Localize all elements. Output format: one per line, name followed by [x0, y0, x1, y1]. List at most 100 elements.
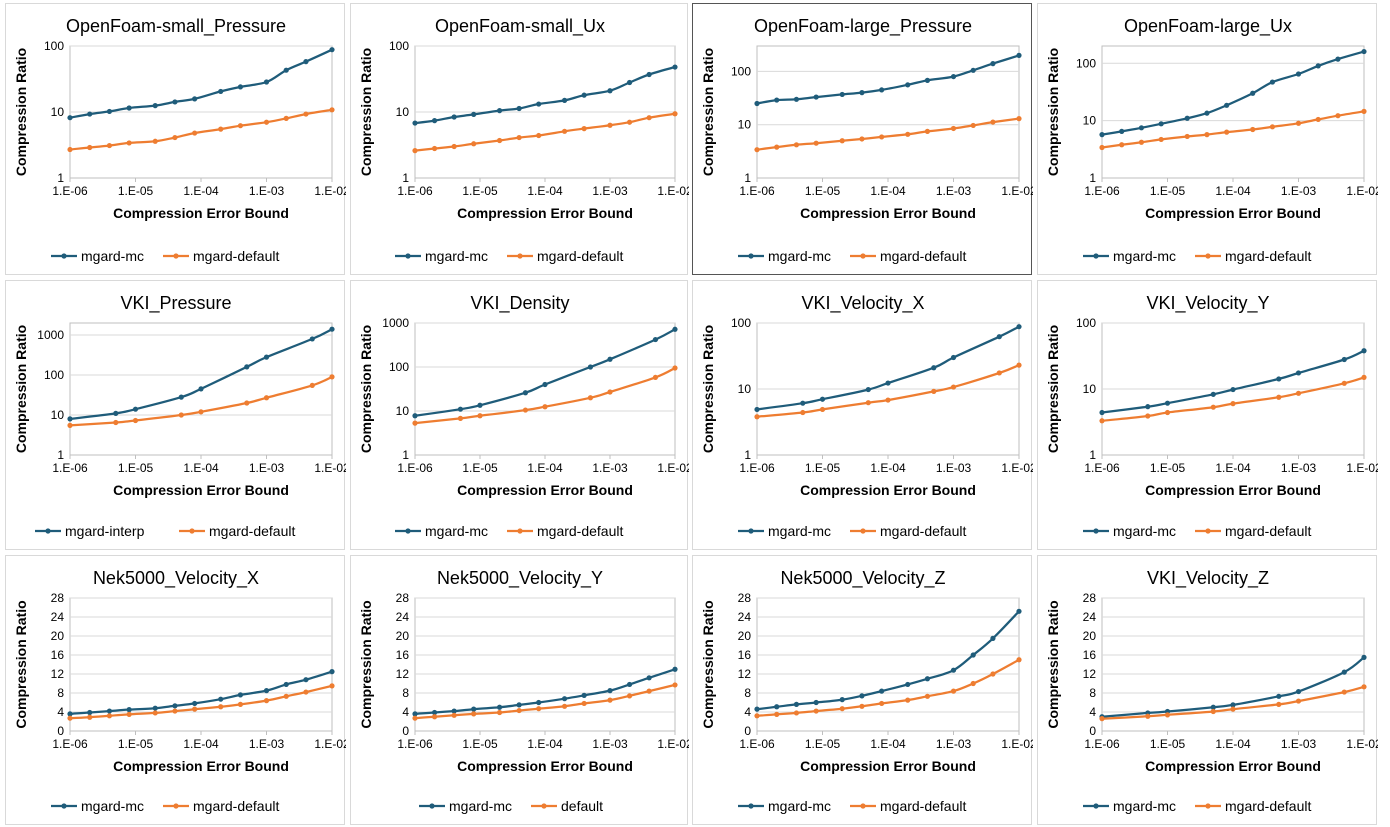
- data-point-mgard-default: [152, 138, 158, 144]
- data-point-mgard-default: [672, 365, 678, 371]
- legend-item-mgard-default[interactable]: mgard-default: [507, 523, 623, 539]
- data-point-mgard-default: [1099, 144, 1105, 151]
- data-point-mgard-interp: [309, 336, 315, 342]
- data-point-mgard-default: [1016, 362, 1022, 368]
- series-line-mgard-mc: [69, 48, 333, 119]
- legend-label: mgard-mc: [1113, 248, 1176, 264]
- x-tick-label: 1.E-03: [592, 184, 628, 198]
- chart-panel-openfoam-small-ux[interactable]: OpenFoam-small_Ux 1 10 100 1.E-06 1.E-05 1.E-0…: [350, 3, 689, 275]
- series-line-mgard-default: [69, 375, 333, 427]
- data-point-mgard-default: [950, 384, 957, 390]
- x-tick-label: 1.E-02: [1001, 737, 1033, 751]
- data-point-mgard-default: [1164, 409, 1171, 416]
- legend-item-mgard-default[interactable]: mgard-default: [179, 523, 295, 539]
- y-tick-label: 28: [738, 591, 752, 605]
- x-tick-label: 1.E-06: [739, 737, 775, 751]
- legend-item-mgard-mc[interactable]: mgard-mc: [738, 523, 831, 539]
- chart-panel-nek5000-velocity-x[interactable]: Nek5000_Velocity_X 0 4 8 12 16 20 24 28 1.E-06 1.E…: [5, 555, 346, 825]
- y-axis-label: Compression Ratio: [1045, 325, 1061, 453]
- data-point-mgard-default: [457, 415, 464, 421]
- data-point-mgard-mc: [672, 326, 678, 332]
- legend-item-default[interactable]: default: [531, 798, 603, 814]
- legend-item-mgard-mc[interactable]: mgard-mc: [1083, 798, 1176, 814]
- legend-item-mgard-default[interactable]: mgard-default: [850, 248, 966, 264]
- chart-panel-openfoam-small-pressure[interactable]: OpenFoam-small_Pressure 1 10 100 1.E-06 1.E-0…: [5, 3, 346, 275]
- x-tick-label: 1.E-02: [1346, 184, 1378, 198]
- legend-item-mgard-default[interactable]: mgard-default: [850, 523, 966, 539]
- y-tick-label: 20: [396, 629, 410, 643]
- data-point-mgard-mc: [1361, 654, 1367, 660]
- legend-item-mgard-default[interactable]: mgard-default: [850, 798, 966, 814]
- legend-marker: [748, 803, 754, 809]
- legend-item-mgard-default[interactable]: mgard-default: [1195, 248, 1311, 264]
- legend-item-mgard-interp[interactable]: mgard-interp: [35, 523, 145, 539]
- y-tick-label: 20: [51, 629, 65, 643]
- legend-item-mgard-default[interactable]: mgard-default: [1195, 798, 1311, 814]
- data-point-mgard-default: [607, 389, 613, 395]
- data-point-mgard-default: [1224, 129, 1230, 135]
- x-tick-label: 1.E-03: [936, 737, 972, 751]
- data-point-mgard-mc: [1361, 348, 1367, 354]
- chart-panel-vki-density[interactable]: VKI_Density 1 10 100 1000 1.E-06 1.E-05 1.E-04 1…: [350, 280, 689, 550]
- chart-panel-nek5000-velocity-y[interactable]: Nek5000_Velocity_Y 0 4 8 12 16 20 24 28 1.E-06 1.E…: [350, 555, 689, 825]
- data-point-mgard-default: [172, 708, 178, 714]
- data-point-mgard-mc: [126, 105, 132, 111]
- data-point-mgard-default: [754, 414, 760, 420]
- legend-item-mgard-mc[interactable]: mgard-mc: [1083, 248, 1176, 264]
- data-point-mgard-default: [244, 400, 250, 406]
- legend-item-mgard-mc[interactable]: mgard-mc: [738, 798, 831, 814]
- legend-item-mgard-mc[interactable]: mgard-mc: [395, 248, 488, 264]
- data-point-mgard-mc: [793, 96, 800, 102]
- data-point-mgard-mc: [996, 334, 1002, 340]
- y-tick-label: 16: [396, 648, 410, 662]
- data-point-mgard-default: [178, 412, 184, 418]
- chart-panel-vki-velocity-z[interactable]: VKI_Velocity_Z 0 4 8 12 16 20 24 28 1.E-06 1.E-05 1…: [1037, 555, 1378, 825]
- data-point-mgard-mc: [626, 79, 633, 86]
- y-tick-label: 1: [744, 448, 751, 462]
- chart-svg: VKI_Velocity_Y 1 10 100 1.E-06 1.E-05 1.E-04 1.…: [1045, 293, 1378, 539]
- chart-svg: VKI_Density 1 10 100 1000 1.E-06 1.E-05 1.E-04 1…: [358, 293, 689, 539]
- data-point-mgard-mc: [1224, 102, 1230, 108]
- chart-title: Nek5000_Velocity_Z: [780, 568, 945, 589]
- data-point-mgard-default: [1230, 401, 1236, 407]
- legend-item-mgard-default[interactable]: mgard-default: [1195, 523, 1311, 539]
- chart-panel-vki-velocity-x[interactable]: VKI_Velocity_X 1 10 100 1.E-06 1.E-05 1.E-04 1.…: [692, 280, 1033, 550]
- y-tick-label: 100: [389, 360, 409, 374]
- legend-item-mgard-mc[interactable]: mgard-mc: [738, 248, 831, 264]
- data-point-mgard-mc: [885, 380, 891, 386]
- y-tick-label: 16: [738, 648, 752, 662]
- legend-item-mgard-mc[interactable]: mgard-mc: [419, 798, 512, 814]
- y-tick-label: 1000: [37, 328, 64, 342]
- data-point-default: [672, 682, 678, 688]
- data-point-mgard-default: [859, 136, 865, 142]
- legend-item-mgard-mc[interactable]: mgard-mc: [395, 523, 488, 539]
- legend-item-mgard-default[interactable]: mgard-default: [507, 248, 623, 264]
- x-tick-label: 1.E-03: [249, 184, 285, 198]
- data-point-mgard-mc: [192, 96, 198, 102]
- data-point-mgard-default: [1119, 142, 1125, 148]
- legend-marker: [1093, 803, 1099, 809]
- legend-item-mgard-mc[interactable]: mgard-mc: [51, 798, 144, 814]
- data-point-mgard-mc: [412, 120, 418, 126]
- chart-panel-nek5000-velocity-z[interactable]: Nek5000_Velocity_Z 0 4 8 12 16 20 24 28 1.E-06 1.E…: [692, 555, 1033, 825]
- legend-item-mgard-default[interactable]: mgard-default: [163, 798, 279, 814]
- data-point-mgard-mc: [451, 708, 457, 714]
- data-point-mgard-mc: [496, 704, 503, 710]
- data-point-mgard-default: [87, 144, 93, 151]
- x-axis-label: Compression Error Bound: [1145, 482, 1321, 498]
- legend-label: mgard-default: [537, 248, 623, 264]
- data-point-mgard-default: [1295, 120, 1302, 126]
- chart-panel-vki-pressure[interactable]: VKI_Pressure 1 10 100 1000 1.E-06 1.E-05 1.E-04…: [5, 280, 346, 550]
- data-point-mgard-default: [865, 400, 871, 406]
- data-point-mgard-default: [990, 671, 996, 677]
- legend-item-mgard-mc[interactable]: mgard-mc: [1083, 523, 1176, 539]
- chart-panel-vki-velocity-y[interactable]: VKI_Velocity_Y 1 10 100 1.E-06 1.E-05 1.E-04 1.…: [1037, 280, 1378, 550]
- chart-panel-openfoam-large-pressure[interactable]: OpenFoam-large_Pressure 1 10 100 1.E-06 1.E-0…: [692, 3, 1033, 275]
- y-axis-label: Compression Ratio: [358, 325, 374, 453]
- legend-item-mgard-mc[interactable]: mgard-mc: [51, 248, 144, 264]
- data-point-mgard-default: [1269, 124, 1276, 130]
- legend-marker: [405, 528, 411, 534]
- data-point-mgard-default: [412, 148, 418, 154]
- chart-panel-openfoam-large-ux[interactable]: OpenFoam-large_Ux 1 10 100 1.E-06 1.E-05 1.E-0…: [1037, 3, 1378, 275]
- legend-item-mgard-default[interactable]: mgard-default: [163, 248, 279, 264]
